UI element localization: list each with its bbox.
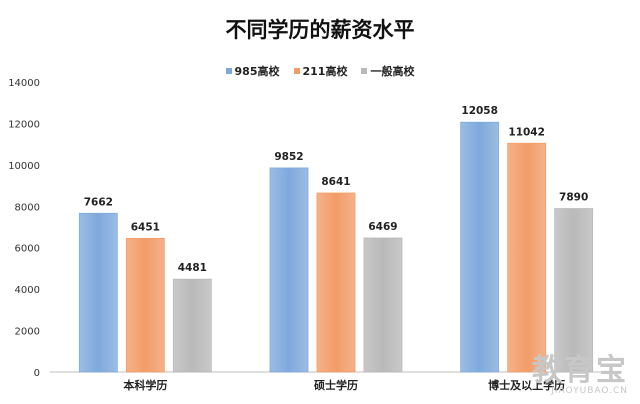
data-label: 11042 [508, 126, 545, 138]
bar [363, 237, 403, 373]
legend-item-985: 985高校 [225, 63, 280, 79]
x-category-label: 本科学历 [123, 378, 167, 392]
legend-swatch-general [361, 68, 368, 74]
data-label: 8641 [321, 176, 350, 188]
y-tick-label: 4000 [15, 285, 40, 296]
data-label: 7890 [559, 192, 588, 204]
x-category-label: 博士及以上学历 [488, 378, 565, 392]
data-label: 7662 [84, 196, 113, 208]
legend-label-985: 985高校 [234, 65, 280, 78]
legend-item-211: 211高校 [293, 63, 348, 79]
y-tick-label: 10000 [8, 161, 40, 172]
bar [125, 237, 165, 373]
data-label: 6469 [368, 221, 397, 233]
y-tick-label: 6000 [15, 244, 40, 255]
y-tick-label: 0 [34, 368, 40, 379]
data-label: 6451 [131, 221, 160, 233]
data-label: 4481 [178, 262, 207, 274]
watermark-logo: 教育宝 [532, 353, 628, 388]
legend-label-211: 211高校 [302, 65, 348, 78]
bar [269, 167, 309, 373]
bar [172, 278, 212, 373]
bar [316, 192, 356, 373]
y-tick-label: 2000 [15, 327, 40, 338]
bar [554, 208, 594, 373]
legend-item-general: 一般高校 [361, 63, 414, 79]
y-tick-label: 12000 [8, 119, 40, 130]
legend-label-general: 一般高校 [370, 65, 415, 78]
chart-legend: 985高校 211高校 一般高校 [0, 63, 640, 79]
bar [460, 121, 500, 373]
legend-swatch-985 [225, 68, 232, 74]
x-category-label: 硕士学历 [314, 378, 358, 392]
legend-swatch-211 [293, 68, 300, 74]
data-label: 9852 [274, 151, 303, 163]
chart-title: 不同学历的薪资水平 [225, 17, 415, 42]
bar [507, 142, 547, 373]
y-tick-label: 14000 [8, 78, 40, 89]
data-label: 12058 [461, 105, 498, 117]
watermark-url: JIAOYUBAO.CN [551, 386, 628, 396]
y-tick-label: 8000 [15, 202, 40, 213]
watermark: 教育宝 JIAOYUBAO.CN [532, 353, 628, 397]
bar [78, 212, 118, 373]
